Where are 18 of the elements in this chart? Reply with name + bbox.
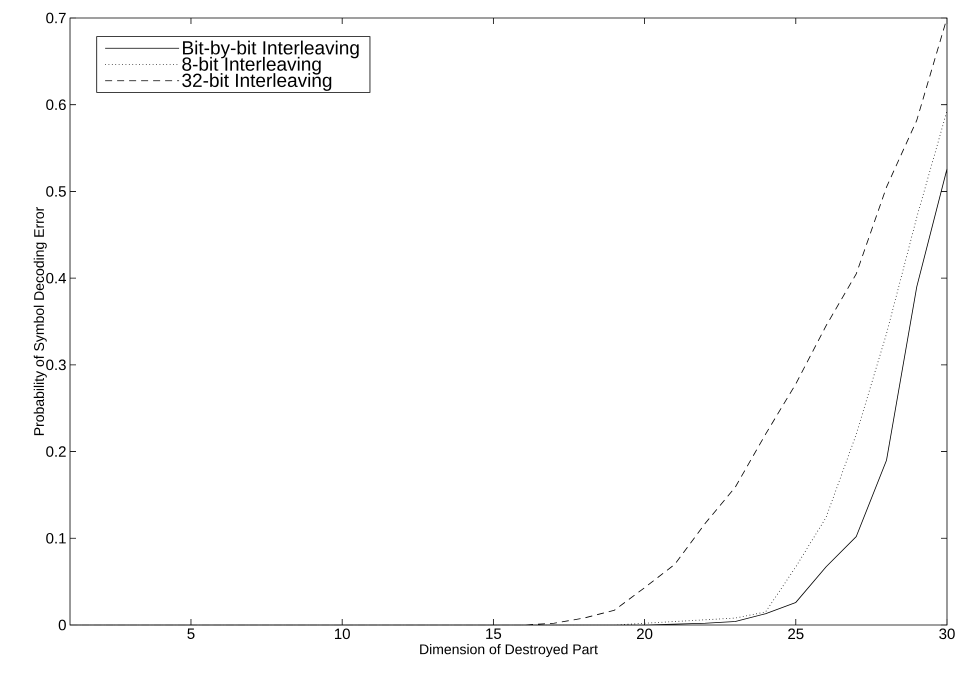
x-tick-label: 10	[334, 628, 350, 640]
x-tick-label: 5	[187, 628, 195, 639]
x-tick-label: 25	[788, 628, 804, 640]
y-tick-label: 0.7	[46, 12, 66, 24]
y-tick-label: 0.1	[46, 532, 66, 544]
y-tick-label: 0.2	[46, 446, 66, 457]
y-tick-label: 0.6	[46, 99, 66, 110]
legend-label: 32-bit Interleaving	[182, 73, 332, 91]
x-axis-title: Dimension of Destroyed Part	[420, 644, 598, 658]
y-tick-label: 0.5	[46, 186, 66, 197]
y-tick-label: 0	[58, 620, 66, 630]
legend-label: Bit-by-bit Interleaving	[183, 40, 359, 58]
x-tick-label: 30	[939, 628, 955, 640]
y-tick-label: 0.3	[46, 360, 66, 370]
x-tick-label: 20	[637, 628, 652, 640]
x-tick-label: 15	[486, 628, 502, 639]
y-tick-label: 0.4	[46, 272, 66, 284]
y-axis-title: Probability of Symbol Decoding Error	[34, 206, 47, 436]
